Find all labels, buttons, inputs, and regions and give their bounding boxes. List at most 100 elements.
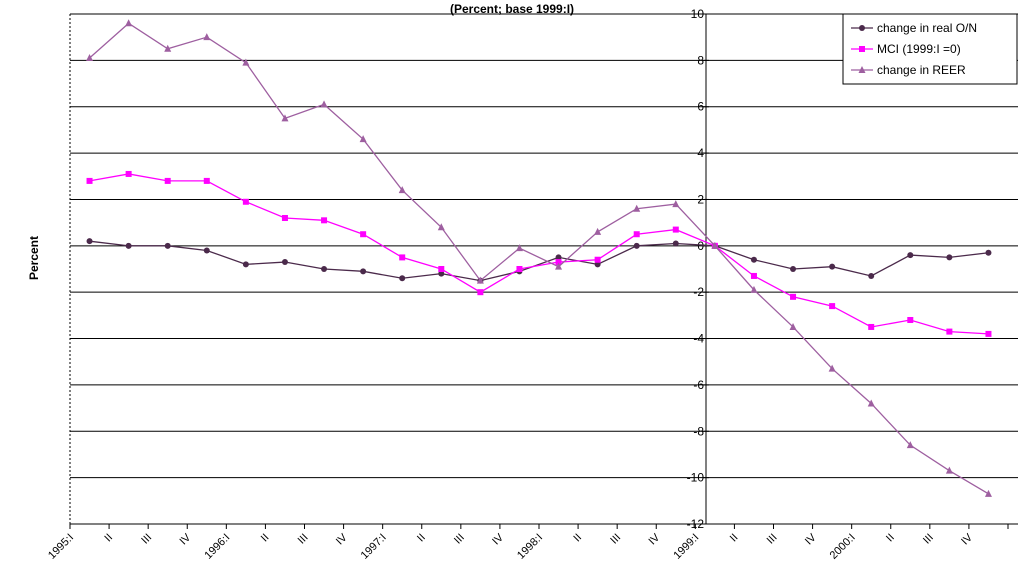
data-point — [164, 44, 172, 52]
data-point — [985, 249, 992, 256]
series-line — [89, 240, 989, 282]
data-point — [594, 227, 602, 235]
data-point — [360, 231, 367, 238]
data-point — [320, 100, 328, 108]
data-point — [399, 254, 406, 261]
data-point — [242, 198, 249, 205]
legend-item: change in real O/N — [851, 21, 977, 35]
data-point — [242, 261, 249, 268]
series-2 — [86, 170, 992, 337]
axes — [69, 13, 1018, 525]
data-point — [594, 261, 601, 268]
data-point — [86, 54, 94, 62]
data-point — [750, 256, 757, 263]
data-point — [859, 46, 865, 52]
data-point — [516, 266, 523, 272]
data-point — [829, 263, 836, 270]
x-tick-label: 1998:I — [515, 532, 545, 562]
data-point — [907, 317, 914, 323]
y-tick-label: -4 — [693, 332, 704, 346]
y-tick-label: 0 — [697, 239, 704, 253]
data-point — [672, 240, 679, 247]
data-point — [203, 177, 210, 184]
data-point — [633, 242, 640, 249]
legend-label: MCI (1999:I =0) — [877, 42, 961, 56]
y-tick-label: 10 — [691, 7, 705, 21]
series-1 — [86, 238, 992, 284]
y-axis-label: Percent — [27, 236, 41, 280]
data-point — [750, 272, 757, 279]
data-point — [790, 293, 797, 300]
data-point — [399, 275, 406, 282]
chart-title: (Percent; base 1999:I) — [450, 2, 574, 16]
data-point — [906, 441, 914, 449]
x-tick-label: II — [102, 532, 115, 545]
x-tick-label: III — [296, 532, 311, 547]
x-tick-label: II — [728, 532, 741, 545]
legend-item: MCI (1999:I =0) — [851, 42, 961, 56]
data-point — [984, 489, 992, 497]
series-line — [89, 22, 989, 495]
data-point — [672, 200, 680, 208]
y-tick-label: 8 — [697, 53, 704, 67]
x-tick-label: IV — [803, 531, 819, 547]
data-point — [868, 323, 875, 330]
y-tick-label: -2 — [693, 285, 704, 299]
data-point — [859, 25, 865, 31]
x-tick-label: III — [608, 532, 623, 547]
data-point — [555, 262, 563, 270]
data-point — [829, 303, 836, 310]
data-point — [711, 241, 719, 249]
y-tick-label: -10 — [687, 471, 705, 485]
data-point — [321, 266, 328, 272]
data-point — [858, 66, 866, 73]
data-point — [86, 238, 93, 245]
x-tick-label: IV — [334, 531, 350, 547]
x-tick-label: III — [765, 532, 780, 547]
data-point — [945, 466, 953, 474]
data-point — [438, 270, 445, 277]
x-tick-label: III — [452, 532, 467, 547]
data-point — [515, 244, 523, 252]
data-point — [203, 247, 210, 254]
data-point — [359, 135, 367, 143]
data-point — [828, 364, 836, 372]
x-tick-label: 1995:I — [46, 532, 76, 562]
x-tick-label: IV — [178, 531, 194, 547]
data-point — [946, 254, 953, 261]
data-point — [164, 177, 171, 184]
data-point — [125, 19, 133, 27]
x-tick-label: III — [921, 532, 936, 547]
data-point — [360, 268, 367, 275]
data-point — [594, 256, 601, 263]
data-point — [789, 322, 797, 330]
data-point — [438, 266, 445, 272]
data-point — [281, 259, 288, 266]
x-tick-label: IV — [959, 531, 975, 547]
x-tick-label: 2000:I — [828, 532, 858, 562]
data-point — [281, 114, 289, 122]
data-point — [672, 226, 679, 233]
y-tick-label: 4 — [697, 146, 704, 160]
data-point — [477, 289, 484, 296]
data-point — [985, 330, 992, 337]
series-3 — [86, 19, 992, 497]
data-point — [203, 33, 211, 41]
data-point — [242, 58, 250, 66]
data-point — [125, 242, 132, 249]
data-point — [281, 215, 288, 221]
y-tick-label: -6 — [693, 378, 704, 392]
data-point — [321, 217, 328, 224]
data-point — [867, 399, 875, 407]
x-tick-label: II — [571, 532, 584, 545]
data-point — [555, 254, 562, 261]
x-tick-label: 1997:I — [359, 532, 389, 562]
data-point — [437, 223, 445, 231]
legend: change in real O/N MCI (1999:I =0) change … — [842, 13, 1018, 85]
x-tick-label: II — [415, 532, 428, 545]
x-tick-label: 1999:I — [671, 532, 701, 562]
x-tick-label: 1996:I — [202, 532, 232, 562]
data-point — [750, 285, 758, 293]
